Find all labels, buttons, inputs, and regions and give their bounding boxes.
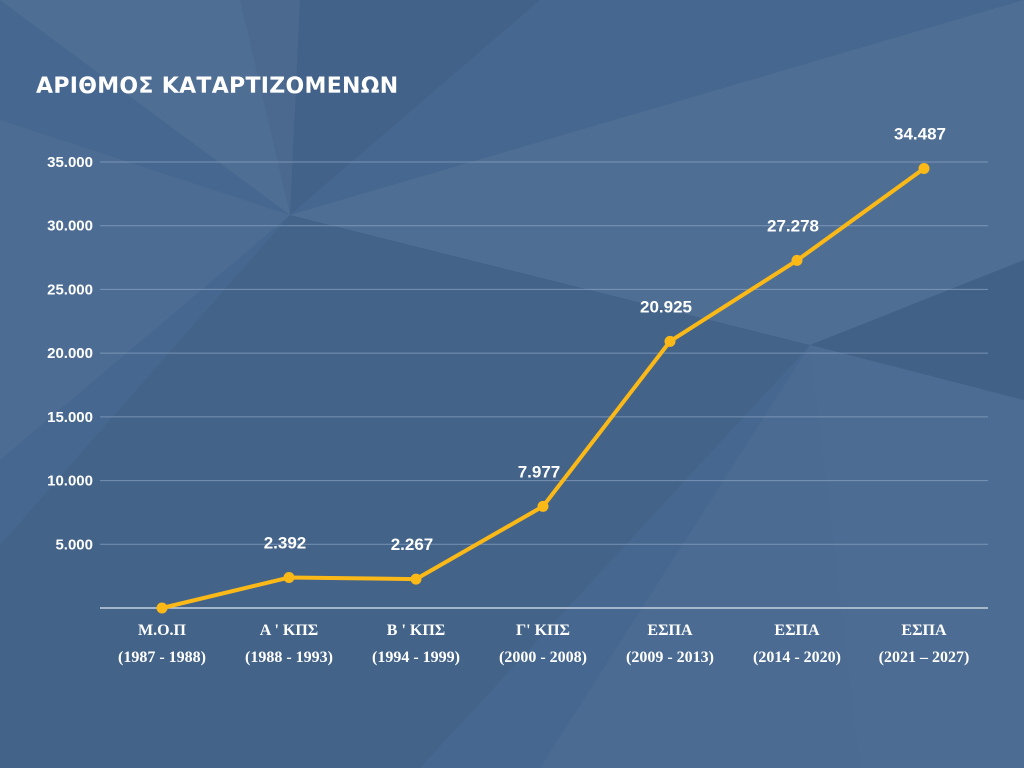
x-tick-label: Β ' ΚΠΣ bbox=[387, 622, 445, 639]
x-tick-label: ΕΣΠΑ bbox=[901, 622, 947, 639]
x-tick-label: ΕΣΠΑ bbox=[774, 622, 820, 639]
y-tick-label: 35.000 bbox=[47, 154, 93, 171]
x-tick-label-period: (1994 - 1999) bbox=[372, 649, 460, 666]
x-tick-label: Μ.Ο.Π bbox=[138, 622, 187, 639]
data-point bbox=[664, 335, 676, 347]
background-facet-0 bbox=[0, 0, 300, 215]
x-tick-label: Α ' ΚΠΣ bbox=[260, 622, 318, 639]
background-facet-2 bbox=[290, 0, 1024, 345]
background-facet-1 bbox=[0, 120, 290, 460]
data-point bbox=[918, 163, 930, 175]
x-tick-label-period: (2009 - 2013) bbox=[626, 649, 714, 666]
background-facet-6 bbox=[810, 345, 1024, 768]
y-tick-label: 10.000 bbox=[47, 473, 93, 490]
x-tick-label-period: (2000 - 2008) bbox=[499, 649, 587, 666]
data-point bbox=[156, 602, 168, 614]
y-tick-label: 25.000 bbox=[47, 281, 93, 298]
x-tick-label-period: (2014 - 2020) bbox=[753, 649, 841, 666]
x-tick-label-period: (2021 – 2027) bbox=[879, 649, 970, 666]
y-tick-label: 5.000 bbox=[55, 536, 93, 553]
data-label: 2.267 bbox=[391, 535, 434, 554]
background-facet-3 bbox=[240, 0, 540, 215]
background-facet-4 bbox=[810, 260, 1024, 400]
chart-title: ΑΡΙΘΜΟΣ ΚΑΤΑΡΤΙΖΟΜΕΝΩΝ bbox=[36, 74, 399, 99]
x-tick-label-period: (1988 - 1993) bbox=[245, 649, 333, 666]
y-tick-label: 20.000 bbox=[47, 345, 93, 362]
data-label: 34.487 bbox=[894, 125, 946, 144]
data-point bbox=[283, 572, 295, 584]
data-point bbox=[410, 573, 422, 585]
data-point bbox=[791, 254, 803, 266]
x-tick-label: ΕΣΠΑ bbox=[647, 622, 693, 639]
y-tick-label: 30.000 bbox=[47, 218, 93, 235]
data-label: 27.278 bbox=[767, 216, 819, 235]
data-label: 2.392 bbox=[264, 534, 307, 553]
x-tick-label: Γ' ΚΠΣ bbox=[516, 622, 570, 639]
data-label: 7.977 bbox=[518, 462, 561, 481]
y-tick-label: 15.000 bbox=[47, 409, 93, 426]
data-label: 20.925 bbox=[640, 297, 692, 316]
data-point bbox=[537, 500, 549, 512]
x-tick-label-period: (1987 - 1988) bbox=[118, 649, 206, 666]
